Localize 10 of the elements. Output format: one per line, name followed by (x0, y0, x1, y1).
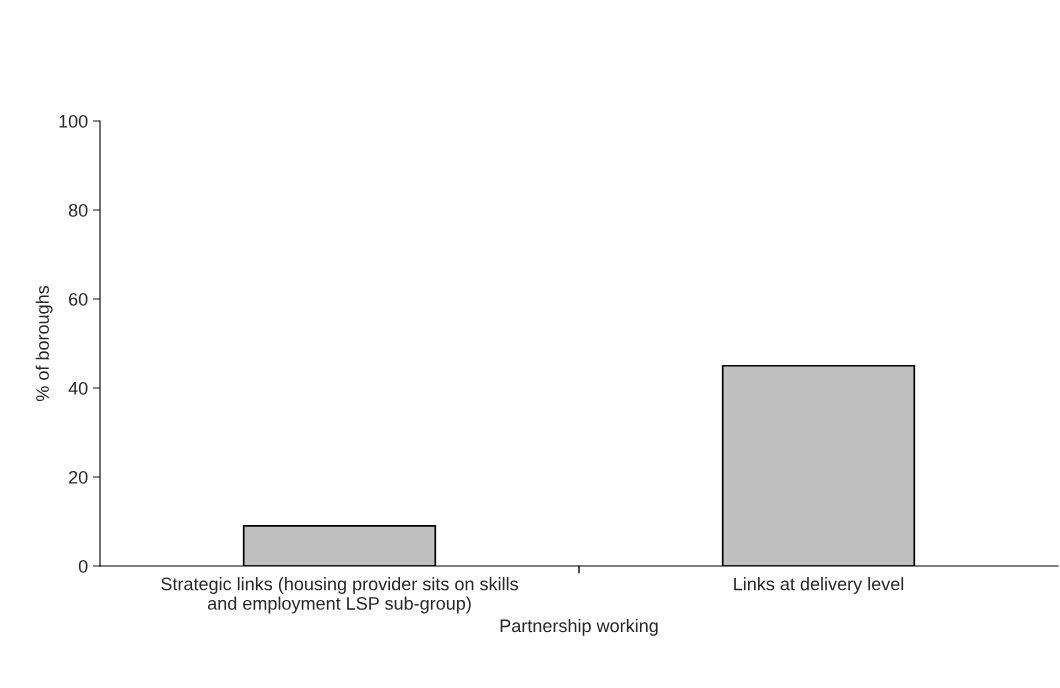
y-tick-label: 20 (69, 470, 88, 484)
x-axis-title: Partnership working (500, 618, 658, 636)
y-tick-label: 40 (68, 381, 88, 395)
x-tick-label: Strategic links (housing provider sits on skills and employment LSP sub-group) (161, 577, 518, 614)
y-axis-title: % of boroughs (35, 285, 53, 402)
y-tick-label: 100 (59, 114, 88, 128)
y-tick-label: 80 (68, 203, 88, 217)
y-tick-label: 60 (69, 292, 88, 306)
y-tick-label: 0 (78, 559, 88, 573)
x-tick-label: Links at delivery level (734, 577, 904, 594)
